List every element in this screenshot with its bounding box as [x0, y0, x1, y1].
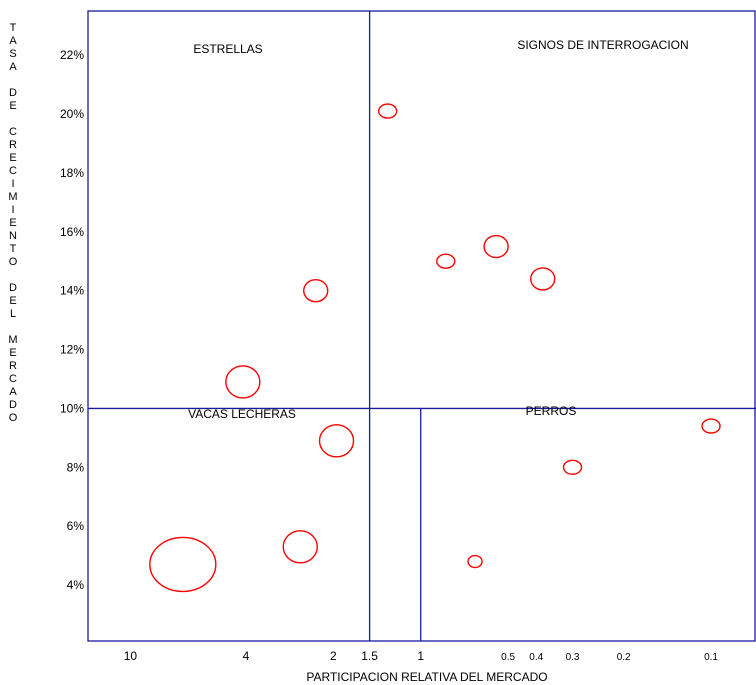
y-tick-label: 8% — [67, 460, 85, 474]
plot-frame — [87, 10, 756, 642]
bubble-point — [282, 530, 318, 564]
y-axis-label-char: E — [9, 152, 17, 164]
bubble-point — [377, 103, 398, 119]
bubble-point — [483, 234, 509, 259]
x-tick-label: 10 — [124, 649, 138, 663]
x-tick-label: 0.1 — [704, 652, 718, 663]
x-tick-label: 0.4 — [529, 652, 543, 663]
y-axis-label-char: L — [9, 308, 17, 320]
y-tick-label: 20% — [60, 107, 84, 121]
quadrant-labels: ESTRELLAS SIGNOS DE INTERROGACION VACAS … — [188, 38, 689, 421]
bubble-point — [318, 424, 355, 458]
y-axis-label-char: I — [11, 204, 15, 216]
y-axis-label-char: A — [9, 386, 17, 398]
y-tick-label: 18% — [60, 166, 84, 180]
y-axis-label-char: A — [9, 61, 17, 73]
bubble-point — [436, 253, 456, 269]
y-tick-label: 16% — [60, 225, 84, 239]
y-axis-label-char: D — [9, 399, 17, 411]
y-axis-label-char: S — [9, 48, 17, 60]
x-tick-label: 1 — [417, 649, 424, 663]
y-axis-label-char: R — [9, 360, 17, 372]
y-axis-label-char: C — [9, 126, 17, 138]
y-axis-label-char: D — [9, 282, 17, 294]
x-tick-label: 0.2 — [617, 652, 631, 663]
x-tick-label: 4 — [243, 649, 250, 663]
y-axis-label-char: E — [9, 217, 17, 229]
x-tick-label: 1.5 — [361, 649, 378, 663]
y-axis-label-char: O — [8, 412, 18, 424]
y-axis-label-char: C — [9, 373, 17, 385]
y-tick-labels: 4% 6% 8% 10% 12% 14% 16% 18% 20% 22% — [60, 48, 84, 592]
y-axis-label-char: O — [8, 256, 18, 268]
bubble-point — [467, 554, 483, 569]
bubble-point — [149, 536, 217, 593]
y-axis-label-char: N — [9, 230, 17, 242]
y-axis-label-char: D — [9, 87, 17, 99]
y-tick-label: 12% — [60, 343, 84, 357]
y-axis-label-char: T — [9, 22, 17, 34]
y-tick-label: 6% — [67, 519, 85, 533]
bubble-point — [562, 459, 583, 476]
quadrant-label-dogs: PERROS — [526, 404, 577, 418]
quadrant-label-stars: ESTRELLAS — [193, 42, 262, 56]
quadrant-dividers — [88, 11, 756, 641]
y-axis-label-char: E — [9, 295, 17, 307]
quadrant-label-question-marks: SIGNOS DE INTERROGACION — [517, 38, 688, 52]
plot-border — [87, 10, 756, 642]
y-axis-label-char: I — [11, 178, 15, 190]
y-tick-label: 4% — [67, 578, 85, 592]
y-axis-label-char: T — [9, 243, 17, 255]
y-axis-label-char: C — [9, 165, 17, 177]
y-axis-label-char: M — [8, 191, 18, 203]
x-tick-labels: 10 4 2 1.5 1 0.5 0.4 0.3 0.2 0.1 — [124, 649, 719, 663]
x-tick-label: 0.5 — [501, 652, 515, 663]
x-axis-label: PARTICIPACION RELATIVA DEL MERCADO — [306, 670, 547, 684]
y-tick-label: 10% — [60, 401, 84, 415]
bubble-point — [530, 267, 556, 291]
bubble-point — [303, 278, 329, 303]
quadrant-label-cash-cows: VACAS LECHERAS — [188, 407, 296, 421]
bubbles — [149, 103, 721, 593]
y-axis-label-char: M — [8, 334, 18, 346]
bubble-point — [225, 365, 261, 399]
y-axis-label-char: E — [9, 100, 17, 112]
y-axis-label-char: E — [9, 347, 17, 359]
y-axis-label-char: R — [9, 139, 17, 151]
x-tick-label: 2 — [330, 649, 337, 663]
bubble-point — [701, 418, 721, 434]
x-tick-label: 0.3 — [566, 652, 580, 663]
y-tick-label: 14% — [60, 284, 84, 298]
y-axis-label-char: A — [9, 35, 17, 47]
y-tick-label: 22% — [60, 48, 84, 62]
